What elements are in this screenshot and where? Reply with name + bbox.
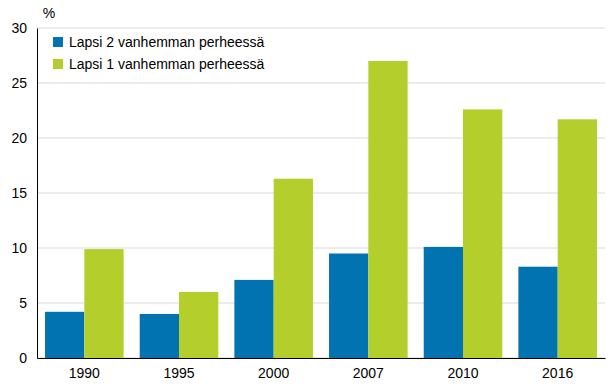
legend-item: Lapsi 2 vanhemman perheessä	[53, 34, 265, 50]
legend-item: Lapsi 1 vanhemman perheessä	[53, 56, 265, 72]
y-tick: 5	[19, 295, 37, 311]
bar	[368, 61, 407, 358]
bar	[463, 109, 502, 358]
bar	[179, 292, 218, 358]
y-tick: 15	[11, 185, 37, 201]
x-tick: 2016	[542, 358, 573, 381]
bar	[424, 247, 463, 358]
y-tick: 0	[19, 350, 37, 366]
legend-label: Lapsi 2 vanhemman perheessä	[69, 34, 265, 50]
y-tick-label: 30	[11, 20, 27, 36]
y-tick: 30	[11, 20, 37, 36]
y-tick-label: 5	[19, 295, 27, 311]
bar	[45, 312, 84, 358]
plot: 0 5 10 15 20 25 30 1990 1995 2000 2007 2010 2016 Laps…	[11, 20, 605, 381]
x-tick: 2010	[447, 358, 478, 381]
y-tick-label: 20	[11, 130, 27, 146]
y-tick-label: 25	[11, 75, 27, 91]
y-tick: 20	[11, 130, 37, 146]
bar	[518, 267, 557, 358]
y-tick: 25	[11, 75, 37, 91]
x-axis: 1990 1995 2000 2007 2010 2016	[38, 358, 606, 381]
x-tick: 2000	[258, 358, 289, 381]
x-tick-label: 2010	[447, 365, 478, 381]
bar	[140, 314, 179, 358]
y-tick-label: 15	[11, 185, 27, 201]
bars	[45, 61, 597, 358]
y-tick-label: 0	[19, 350, 27, 366]
x-tick-label: 1990	[69, 365, 100, 381]
y-axis: 0 5 10 15 20 25 30	[11, 20, 37, 366]
grid-line	[37, 193, 605, 194]
bar	[234, 280, 273, 358]
x-tick: 1995	[163, 358, 194, 381]
y-tick-label: 10	[11, 240, 27, 256]
x-tick-label: 2007	[353, 365, 384, 381]
x-tick-label: 1995	[163, 365, 194, 381]
grid-line	[37, 138, 605, 139]
chart: 0 5 10 15 20 25 30 1990 1995 2000 2007 2010 2016 Laps…	[0, 0, 615, 392]
legend: Lapsi 2 vanhemman perheessä Lapsi 1 vanhe…	[53, 34, 265, 72]
grid	[37, 28, 605, 358]
x-tick: 2007	[353, 358, 384, 381]
y-axis-title: %	[43, 5, 55, 21]
bar	[558, 119, 597, 358]
legend-label: Lapsi 1 vanhemman perheessä	[69, 56, 265, 72]
x-axis-line	[38, 358, 606, 359]
grid-line	[37, 83, 605, 84]
x-tick-label: 2016	[542, 365, 573, 381]
x-tick: 1990	[69, 358, 100, 381]
bar	[274, 179, 313, 358]
legend-swatch	[53, 37, 63, 47]
grid-line	[37, 28, 605, 29]
bar	[84, 249, 123, 358]
x-tick-label: 2000	[258, 365, 289, 381]
y-tick: 10	[11, 240, 37, 256]
y-axis-line	[37, 29, 38, 359]
grid-line	[37, 248, 605, 249]
legend-swatch	[53, 59, 63, 69]
bar	[329, 254, 368, 359]
